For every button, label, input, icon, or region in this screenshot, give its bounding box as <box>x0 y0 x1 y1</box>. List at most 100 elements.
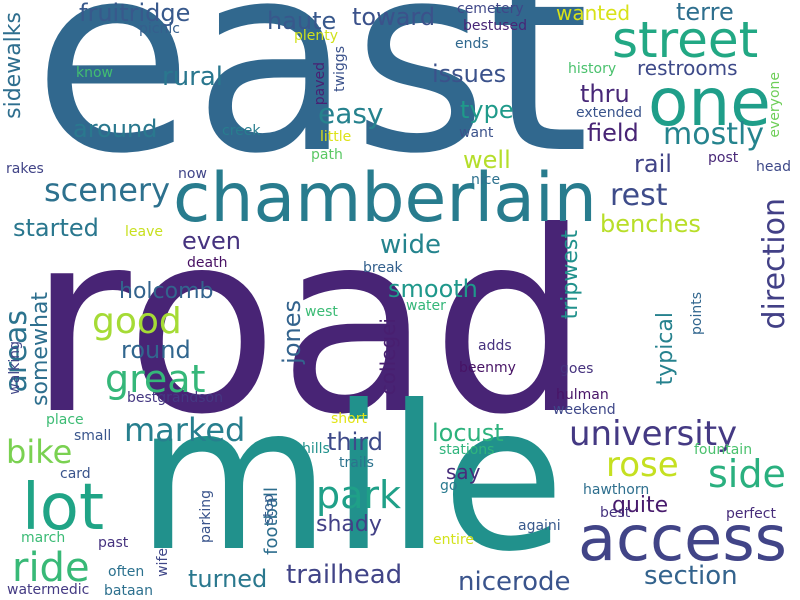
word-perfect: perfect <box>726 506 776 522</box>
word-path: path <box>311 147 343 163</box>
word-rural: rural <box>162 62 224 92</box>
word-round: round <box>121 336 191 364</box>
word-want: want <box>459 125 494 141</box>
word-section: section <box>644 561 738 591</box>
word-goes: goes <box>560 361 594 377</box>
word-ends: ends <box>455 36 489 52</box>
word-typical: typical <box>653 312 678 386</box>
word-chamberlain: chamberlain <box>173 159 597 238</box>
word-extended: extended <box>576 105 643 121</box>
word-turned: turned <box>188 565 268 593</box>
word-parking: parking <box>198 490 214 543</box>
word-terre: terre <box>676 0 734 26</box>
word-haute: haute <box>267 7 337 35</box>
word-fountain: fountain <box>694 442 753 458</box>
word-wanted: wanted <box>556 1 631 25</box>
word-points: points <box>689 292 705 335</box>
word-field: field <box>587 119 639 147</box>
word-picnic: picnic <box>139 21 180 37</box>
word-rail: rail <box>634 150 672 178</box>
word-toward: toward <box>352 3 436 31</box>
word-short: short <box>331 411 367 427</box>
word-mostly: mostly <box>663 117 765 152</box>
word-around: around <box>73 115 158 143</box>
word-post: post <box>708 150 739 166</box>
word-fruitridge: fruitridge <box>79 0 191 27</box>
word-east: east <box>33 0 590 211</box>
word-now: now <box>178 166 207 182</box>
word-easy: easy <box>318 97 384 130</box>
word-history: history <box>568 61 617 77</box>
word-quite: quite <box>612 493 669 518</box>
word-creek: creek <box>222 123 261 139</box>
word-issues: issues <box>432 60 507 88</box>
word-paved: paved <box>312 62 328 106</box>
word-trailhead: trailhead <box>286 560 403 590</box>
word-thru: thru <box>580 80 630 108</box>
word-beenmy: beenmy <box>459 360 516 376</box>
word-twiggs: twiggs <box>332 46 348 92</box>
word-know: know <box>76 65 113 81</box>
word-direction: direction <box>757 198 792 330</box>
word-hills: hills <box>302 441 330 457</box>
word-go: go <box>440 478 458 494</box>
word-sidewalks: sidewalks <box>1 12 26 119</box>
word-wife: wife <box>155 548 171 577</box>
word-nice: nice <box>471 172 501 188</box>
word-marked: marked <box>124 411 246 449</box>
word-jones: jones <box>278 300 306 364</box>
word-third: third <box>327 428 383 456</box>
word-weekend: weekend <box>553 402 616 418</box>
word-stations: stations <box>439 442 495 458</box>
word-place: place <box>46 412 84 428</box>
word-walking: walking <box>7 341 23 395</box>
word-west: west <box>305 304 338 320</box>
word-started: started <box>13 214 99 242</box>
word-everyone: everyone <box>767 72 783 138</box>
word-bike: bike <box>6 433 73 471</box>
word-best: best <box>600 505 631 521</box>
word-well: well <box>463 146 511 174</box>
word-little: little <box>320 129 352 145</box>
word-bestused: bestused <box>463 18 527 34</box>
word-tripwest: tripwest <box>558 230 583 320</box>
word-great: great <box>105 357 206 401</box>
word-good: good <box>92 301 182 342</box>
word-card: card <box>60 466 91 482</box>
word-hawthorn: hawthorn <box>583 482 650 498</box>
word-ride: ride <box>12 545 90 591</box>
word-say: say <box>446 460 481 484</box>
word-benches: benches <box>600 210 701 238</box>
word-bataan: bataan <box>104 583 153 599</box>
word-one: one <box>648 64 771 141</box>
word-side: side <box>708 452 786 496</box>
word-rest: rest <box>610 178 668 213</box>
word-watermedic: watermedic <box>7 582 90 598</box>
word-access: access <box>578 502 787 575</box>
word-lot: lot <box>22 471 105 545</box>
word-bestgrandson: bestgrandson <box>127 390 223 406</box>
word-stop: stop <box>261 494 277 525</box>
word-holcomb: holcomb <box>119 279 214 304</box>
word-collegei: collegei <box>376 318 400 396</box>
word-break: break <box>363 260 403 276</box>
word-shady: shady <box>316 512 382 537</box>
word-rose: rose <box>606 445 679 485</box>
word-small: small <box>74 428 112 444</box>
word-locust: locust <box>432 419 504 447</box>
word-leave: leave <box>125 224 163 240</box>
word-park: park <box>316 473 402 517</box>
word-wide: wide <box>380 230 441 260</box>
word-university: university <box>569 414 738 454</box>
word-cemetery: cemetery <box>457 1 524 17</box>
word-water: water <box>406 298 446 314</box>
word-often: often <box>108 564 145 580</box>
word-adds: adds <box>478 338 512 354</box>
word-somewhat: somewhat <box>28 292 53 406</box>
word-scenery: scenery <box>44 171 171 209</box>
word-type: type <box>460 96 514 124</box>
word-trails: trails <box>339 455 374 471</box>
word-road: road <box>28 178 591 469</box>
word-death: death <box>187 255 228 271</box>
